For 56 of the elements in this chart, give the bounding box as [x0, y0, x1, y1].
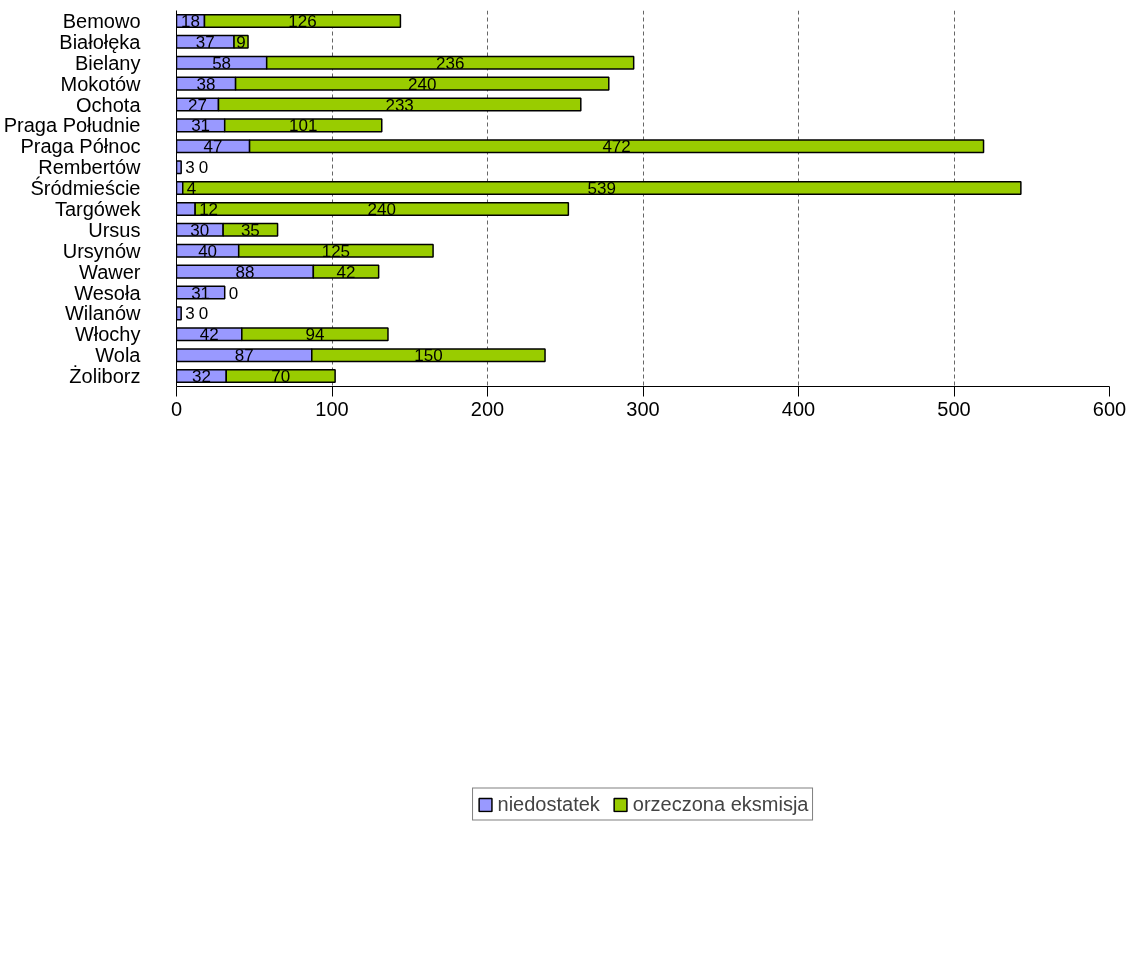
data-label: 126	[288, 11, 317, 31]
data-label: 101	[289, 116, 318, 136]
y-tick-label: Śródmieście	[30, 176, 141, 200]
y-tick-label: Ursynów	[62, 239, 142, 262]
data-label: 18	[181, 11, 200, 31]
data-label: 37	[195, 32, 215, 52]
data-label: 240	[367, 199, 396, 219]
y-tick-label: Praga Północ	[20, 135, 141, 158]
x-tick-label: 500	[937, 397, 971, 420]
data-label: 3	[185, 304, 195, 324]
data-label: 0	[228, 283, 239, 303]
y-tick-label: Żoliborz	[69, 365, 141, 388]
data-label: 42	[336, 262, 356, 282]
data-label: 0	[198, 304, 209, 324]
bar	[181, 181, 1022, 196]
data-label: 539	[587, 179, 616, 199]
data-label: 125	[321, 241, 351, 261]
y-tick-label: Ochota	[76, 93, 142, 116]
data-label: 58	[212, 53, 232, 73]
y-tick-label: Bemowo	[62, 9, 141, 32]
data-label: 94	[305, 325, 325, 345]
data-label: 150	[414, 346, 443, 366]
x-tick-label: 300	[626, 397, 660, 420]
y-tick-label: Praga Południe	[3, 114, 141, 137]
data-label: 32	[191, 367, 211, 387]
x-tick-label: 0	[170, 397, 183, 420]
data-label: 38	[196, 74, 216, 94]
data-label: 40	[198, 241, 218, 261]
data-label: 87	[234, 346, 254, 366]
data-label: 240	[408, 74, 437, 94]
data-label: 236	[436, 53, 465, 73]
y-tick-label: Wilanów	[64, 302, 142, 325]
data-label: 0	[198, 158, 209, 178]
y-tick-label: Targówek	[54, 197, 142, 220]
data-label: 9	[236, 32, 246, 52]
data-label: 12	[199, 199, 219, 219]
data-label: 4	[186, 179, 197, 199]
x-tick-label: 400	[781, 397, 816, 420]
x-tick-label: 600	[1092, 397, 1127, 420]
data-label: 70	[271, 367, 291, 387]
x-tick-label: 100	[315, 397, 349, 420]
data-label: 30	[190, 220, 210, 240]
data-label: 472	[602, 137, 631, 157]
data-label: 3	[185, 158, 195, 178]
y-tick-label: Wesoła	[74, 281, 142, 304]
y-tick-label: Wola	[95, 344, 142, 367]
legend-label: niedostatek	[497, 792, 600, 816]
data-label: 31	[191, 116, 211, 136]
y-tick-label: Białołęka	[59, 30, 142, 53]
data-label: 35	[240, 220, 260, 240]
legend-label: orzeczona eksmisja	[632, 792, 809, 816]
data-label: 47	[203, 137, 223, 157]
data-label: 42	[199, 325, 219, 345]
y-tick-label: Włochy	[74, 323, 141, 346]
data-label: 88	[235, 262, 255, 282]
x-tick-label: 200	[470, 397, 505, 420]
